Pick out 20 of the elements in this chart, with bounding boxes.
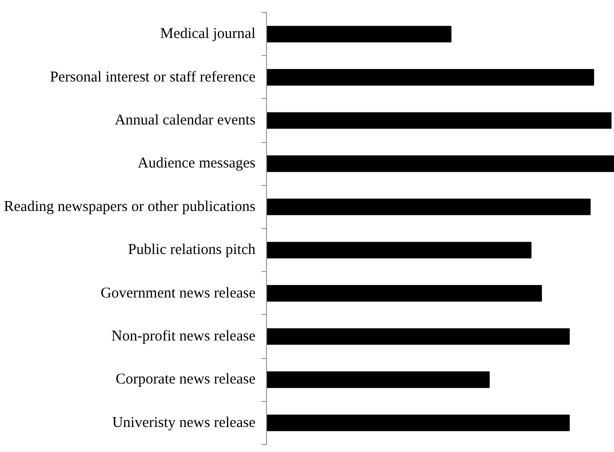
y-tick-label: Annual calendar events bbox=[114, 112, 256, 128]
bar bbox=[266, 285, 542, 302]
y-tick-label: Reading newspapers or other publications bbox=[4, 198, 256, 215]
bar bbox=[266, 26, 452, 42]
bar bbox=[266, 328, 570, 345]
bar bbox=[266, 371, 490, 388]
y-tick-label: Corporate news release bbox=[116, 372, 256, 388]
bar bbox=[266, 198, 591, 216]
y-tick-label: Univeristy news release bbox=[112, 414, 256, 431]
bar bbox=[266, 112, 612, 129]
bar bbox=[266, 155, 614, 172]
y-tick-label: Public relations pitch bbox=[128, 242, 256, 258]
y-tick-label: Medical journal bbox=[160, 26, 256, 42]
y-tick-label: Non-profit news release bbox=[111, 328, 256, 344]
bar bbox=[266, 242, 532, 258]
y-tick-label: Audience messages bbox=[138, 156, 256, 172]
bar bbox=[266, 414, 570, 432]
y-tick-label: Personal interest or staff reference bbox=[50, 69, 256, 86]
bar bbox=[266, 69, 594, 86]
y-tick-label: Government news release bbox=[100, 285, 256, 302]
